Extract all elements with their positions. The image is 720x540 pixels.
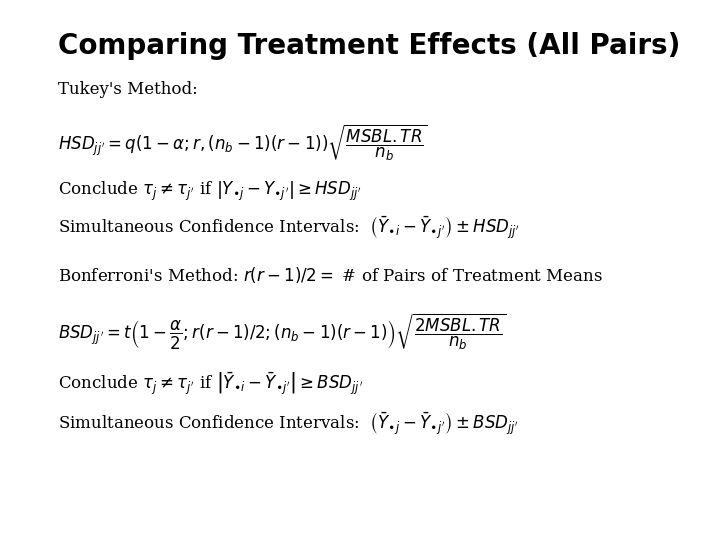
Text: $HSD_{jj'} = q\left(1-\alpha;r,(n_b-1)(r-1)\right)\sqrt{\dfrac{MSBL.TR}{n_b}}$: $HSD_{jj'} = q\left(1-\alpha;r,(n_b-1)(r… (58, 123, 428, 163)
Text: Conclude $\tau_j \neq \tau_{j'}$ if $\left|\bar{Y}_{\bullet i} - \bar{Y}_{\bulle: Conclude $\tau_j \neq \tau_{j'}$ if $\le… (58, 370, 363, 397)
Text: Conclude $\tau_j \neq \tau_{j'}$ if $\left|Y_{\bullet j} - Y_{\bullet j'}\right|: Conclude $\tau_j \neq \tau_{j'}$ if $\le… (58, 180, 361, 203)
Text: Comparing Treatment Effects (All Pairs): Comparing Treatment Effects (All Pairs) (58, 32, 680, 60)
Text: Bonferroni's Method: $r(r-1)/2 =$ # of Pairs of Treatment Means: Bonferroni's Method: $r(r-1)/2 =$ # of P… (58, 265, 603, 286)
Text: $BSD_{jj'} = t\left(1-\dfrac{\alpha}{2};r(r-1)/2;(n_b-1)(r-1)\right)\sqrt{\dfrac: $BSD_{jj'} = t\left(1-\dfrac{\alpha}{2};… (58, 312, 506, 352)
Text: Simultaneous Confidence Intervals:  $\left(\bar{Y}_{\bullet i} - \bar{Y}_{\bulle: Simultaneous Confidence Intervals: $\lef… (58, 214, 520, 241)
Text: Simultaneous Confidence Intervals:  $\left(\bar{Y}_{\bullet j} - \bar{Y}_{\bulle: Simultaneous Confidence Intervals: $\lef… (58, 410, 518, 437)
Text: Tukey's Method:: Tukey's Method: (58, 80, 197, 98)
